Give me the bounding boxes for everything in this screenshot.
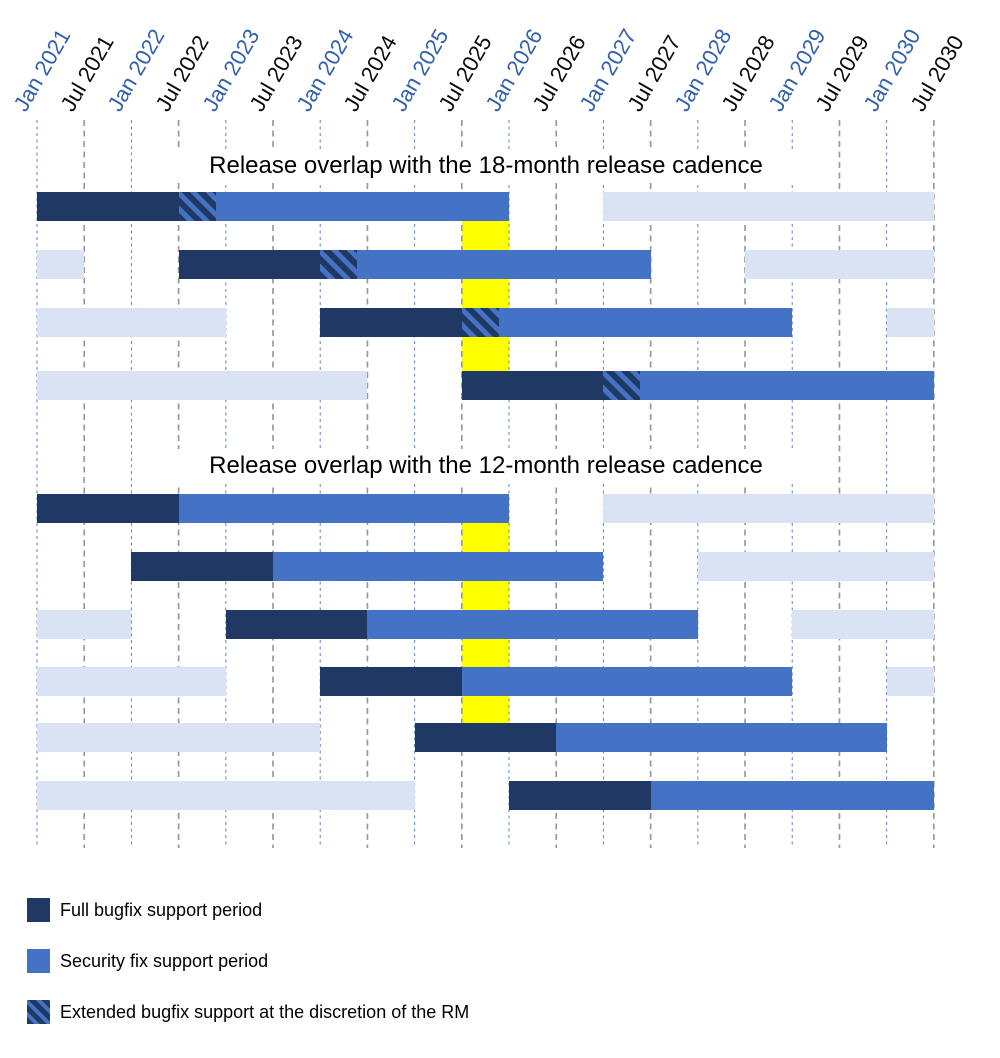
segment-adjacent_cycle-release-jul-2025	[37, 371, 368, 400]
segment-full-release-jan-2024	[320, 308, 462, 337]
legend-label-extended-bugfix: Extended bugfix support at the discretio…	[60, 1002, 470, 1022]
segment-security-release-jan-2024	[461, 667, 793, 696]
legend-label-full-bugfix: Full bugfix support period	[60, 900, 263, 920]
segment-adjacent_cycle-release-jan-2024	[886, 308, 934, 337]
segment-full-release-jan-2021	[37, 494, 179, 523]
segment-adjacent_cycle-release-jan-2023	[37, 610, 132, 639]
full-bugfix-swatch-icon	[27, 898, 50, 922]
segment-full-release-jul-2025	[461, 371, 604, 400]
segment-full-release-jan-2021	[37, 192, 179, 221]
segment-security-release-jan-2021	[215, 192, 510, 221]
segment-adjacent_cycle-release-jan-2022	[697, 552, 934, 581]
segment-full-release-jan-2022	[131, 552, 273, 581]
segment-security-release-jul-2025	[640, 371, 934, 400]
segment-extended-release-jul-2022	[320, 250, 358, 279]
segment-adjacent_cycle-release-jan-2024	[37, 667, 226, 696]
extended-bugfix-swatch-icon	[27, 1000, 50, 1024]
security-fix-swatch-icon	[27, 949, 50, 973]
segment-adjacent_cycle-release-jan-2023	[792, 610, 934, 639]
segment-adjacent_cycle-release-jan-2026	[37, 781, 415, 810]
segment-adjacent_cycle-release-jan-2021	[603, 192, 934, 221]
section-title-18-month: Release overlap with the 18-month releas…	[175, 149, 797, 183]
highlight-band-18-month	[461, 192, 509, 400]
segment-full-release-jan-2024	[320, 667, 462, 696]
segment-full-release-jan-2023	[225, 610, 368, 639]
segment-security-release-jan-2022	[273, 552, 604, 581]
segment-adjacent_cycle-release-jan-2021	[603, 494, 934, 523]
segment-extended-release-jan-2024	[461, 308, 499, 337]
segment-extended-release-jul-2025	[603, 371, 641, 400]
legend-item-security-fix: Security fix support period	[27, 949, 268, 973]
segment-security-release-jan-2023	[367, 610, 698, 639]
segment-extended-release-jan-2021	[178, 192, 216, 221]
segment-adjacent_cycle-release-jan-2024	[37, 308, 226, 337]
segment-adjacent_cycle-release-jul-2022	[37, 250, 85, 279]
segment-security-release-jan-2021	[178, 494, 509, 523]
segment-full-release-jan-2026	[509, 781, 651, 810]
segment-security-release-jul-2022	[357, 250, 651, 279]
segment-adjacent_cycle-release-jan-2024	[886, 667, 934, 696]
segment-full-release-jul-2022	[178, 250, 321, 279]
segment-full-release-jan-2025	[414, 723, 557, 752]
segment-security-release-jan-2026	[650, 781, 934, 810]
legend-label-security-fix: Security fix support period	[60, 951, 269, 971]
segment-adjacent_cycle-release-jan-2025	[37, 723, 321, 752]
section-title-12-month: Release overlap with the 12-month releas…	[175, 449, 797, 483]
segment-security-release-jan-2025	[556, 723, 887, 752]
legend-item-full-bugfix: Full bugfix support period	[27, 898, 262, 922]
segment-adjacent_cycle-release-jul-2022	[745, 250, 934, 279]
legend-item-extended-bugfix: Extended bugfix support at the discretio…	[27, 1000, 469, 1024]
segment-security-release-jan-2024	[498, 308, 793, 337]
